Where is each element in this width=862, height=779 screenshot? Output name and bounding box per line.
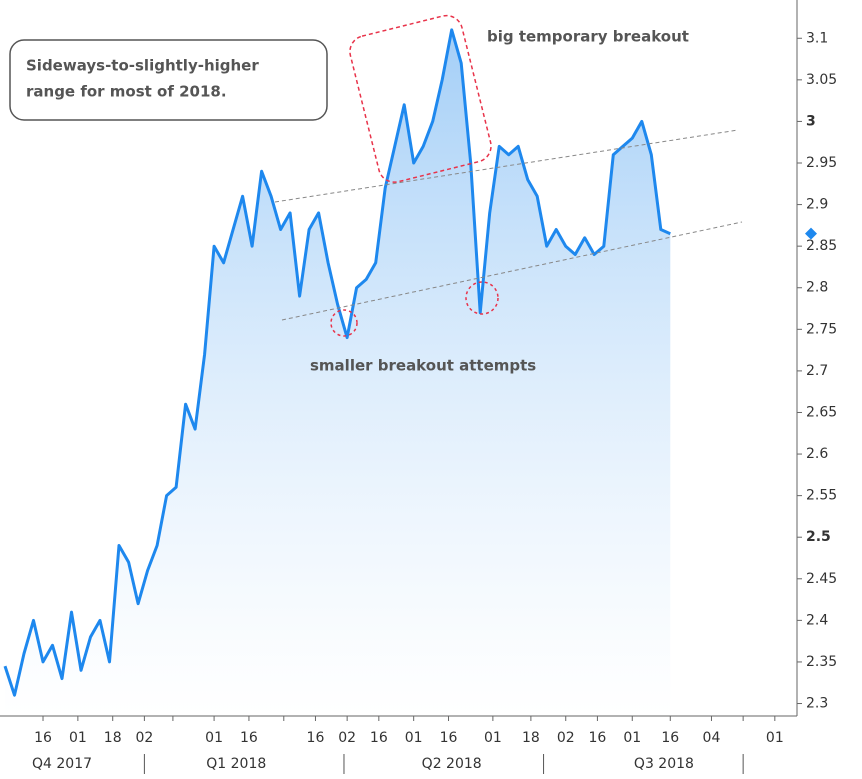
quarter-label: Q2 2018 [422,756,482,772]
annotation-box [9,39,328,121]
x-tick-label: 01 [623,730,641,746]
annotation-text: range for most of 2018. [26,83,227,101]
area [5,29,671,716]
attempt-highlight [330,309,358,337]
y-tick-label: 2.6 [806,446,828,462]
lower-trend-line [281,221,743,321]
upper-trend-line [274,129,739,203]
attempt-highlight [465,281,499,315]
y-tick-label: 2.7 [806,363,828,379]
x-tick-label: 16 [661,730,679,746]
x-tick-label: 16 [370,730,388,746]
annotation-text: big temporary breakout [487,28,689,46]
x-tick-label: 02 [338,730,356,746]
x-tick-label: 02 [135,730,153,746]
y-tick-label: 2.75 [806,321,837,337]
x-tick-label: 02 [557,730,575,746]
annotation-text: smaller breakout attempts [310,357,536,375]
x-tick-label: 18 [522,730,540,746]
y-tick-label: 2.45 [806,571,837,587]
x-tick-label: 16 [440,730,458,746]
y-tick-label: 3 [806,113,816,129]
x-tick-label: 01 [405,730,423,746]
x-tick-label: 01 [205,730,223,746]
annotation-text: Sideways-to-slightly-higher [26,57,259,75]
last-value-marker [805,227,817,240]
y-tick-label: 2.65 [806,404,837,420]
y-tick-label: 2.95 [806,155,837,171]
quarter-label: Q3 2018 [634,756,694,772]
y-tick-label: 2.5 [806,529,831,545]
x-tick-label: 16 [34,730,52,746]
y-tick-label: 3.05 [806,72,837,88]
x-tick-label: 18 [104,730,122,746]
y-tick-label: 2.55 [806,488,837,504]
x-tick-label: 04 [703,730,721,746]
x-tick-label: 16 [589,730,607,746]
quarter-label: Q1 2018 [206,756,266,772]
x-tick-label: 01 [484,730,502,746]
line [3,28,671,697]
y-tick-label: 3.1 [806,30,828,46]
x-tick-label: 01 [766,730,784,746]
x-tick-label: 01 [69,730,87,746]
quarter-label: Q4 2017 [32,756,92,772]
y-tick-label: 2.3 [806,696,828,712]
y-tick-label: 2.35 [806,654,837,670]
y-tick-label: 2.4 [806,612,828,628]
x-tick-label: 16 [307,730,325,746]
y-tick-label: 2.9 [806,197,828,213]
x-tick-label: 16 [240,730,258,746]
y-tick-label: 2.8 [806,280,828,296]
y-tick-label: 2.85 [806,238,837,254]
